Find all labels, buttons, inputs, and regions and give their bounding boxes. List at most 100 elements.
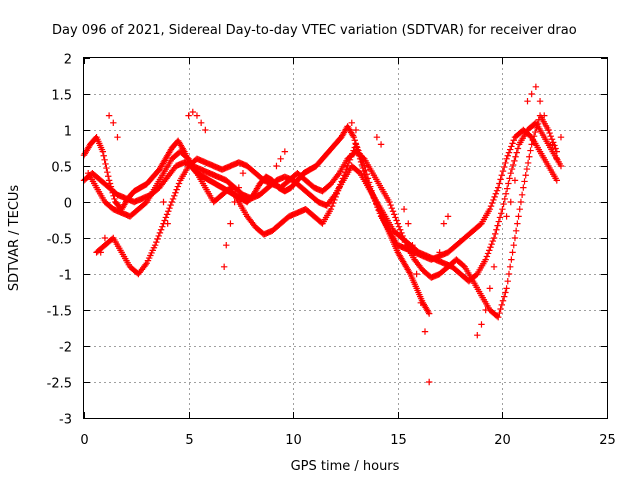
data-point-track-1 (111, 195, 118, 203)
data-point-excursions (160, 198, 167, 206)
data-point-track-4 (365, 179, 373, 186)
data-point-track-3 (388, 204, 396, 212)
data-point-track-3 (504, 278, 511, 285)
data-point-track-3 (547, 132, 555, 140)
data-point-excursions (490, 263, 498, 270)
data-point-track-3 (511, 234, 519, 242)
data-point-track-4 (553, 177, 560, 184)
data-point-track-2 (483, 253, 491, 260)
y-tick-label: -2.5 (47, 377, 72, 392)
data-point-excursions (164, 220, 171, 227)
data-point-track-2 (501, 195, 508, 203)
data-point-track-3 (500, 293, 508, 300)
data-point-track-3 (553, 148, 560, 155)
data-point-track-4 (491, 193, 498, 201)
data-point-excursions (273, 162, 280, 170)
data-point-excursions (486, 285, 494, 292)
data-point-excursions (440, 220, 448, 227)
data-point-track-2 (502, 190, 510, 197)
data-point-excursions (97, 249, 104, 256)
data-point-track-4 (342, 168, 349, 176)
data-point-track-4 (343, 165, 350, 173)
data-point-track-3 (161, 217, 168, 224)
x-tick-label: 25 (599, 433, 616, 448)
data-point-track-4 (346, 156, 354, 164)
data-point-track-2 (488, 240, 495, 248)
data-point-track-3 (171, 192, 178, 200)
x-tick-label: 0 (80, 433, 88, 448)
data-point-excursions (277, 155, 284, 162)
data-point-track-3 (552, 145, 559, 152)
data-point-track-1 (100, 152, 107, 159)
data-point-track-3 (387, 201, 394, 209)
data-point-track-2 (498, 210, 505, 217)
data-point-excursions (227, 220, 234, 227)
data-point-track-4 (370, 194, 378, 202)
data-point-track-4 (352, 141, 360, 148)
data-point-track-3 (386, 198, 393, 206)
data-point-track-3 (393, 217, 400, 224)
data-point-track-4 (495, 184, 502, 191)
y-tick-label: 2 (64, 53, 72, 68)
data-point-excursions (405, 220, 412, 227)
data-point-track-4 (506, 146, 514, 153)
data-point-track-2 (489, 237, 497, 245)
data-point-track-3 (155, 232, 162, 240)
data-point-track-4 (353, 144, 361, 151)
data-point-track-2 (513, 149, 520, 156)
data-point-excursions (557, 134, 565, 141)
data-point-track-4 (368, 187, 375, 194)
data-point-track-4 (509, 140, 516, 147)
data-point-track-4 (367, 183, 374, 190)
data-point-track-4 (373, 200, 380, 208)
data-point-track-3 (496, 309, 503, 317)
data-point-track-3 (497, 305, 504, 313)
data-point-track-4 (328, 202, 336, 210)
data-point-track-4 (333, 190, 341, 197)
data-point-track-3 (520, 184, 527, 191)
data-point-track-4 (502, 159, 509, 167)
data-point-track-3 (159, 223, 166, 230)
data-point-track-3 (524, 159, 532, 167)
data-point-track-1 (99, 148, 107, 155)
data-point-track-3 (401, 238, 409, 246)
data-point-track-2 (557, 162, 565, 170)
data-point-track-4 (486, 206, 494, 213)
data-point-track-3 (395, 223, 403, 230)
chart-title: Day 096 of 2021, Sidereal Day-to-day VTE… (52, 23, 577, 38)
data-point-track-4 (332, 193, 339, 201)
data-point-track-4 (347, 153, 355, 160)
data-point-excursions (417, 299, 425, 306)
y-tick-label: -2 (59, 341, 72, 356)
data-point-track-3 (518, 191, 526, 198)
data-point-track-4 (364, 175, 372, 182)
data-point-track-1 (351, 137, 358, 144)
x-axis-label: GPS time / hours (291, 459, 400, 474)
data-point-track-3 (396, 226, 404, 233)
data-point-excursions (156, 184, 163, 191)
data-point-excursions (421, 328, 429, 335)
data-point-track-2 (495, 218, 503, 225)
data-point-track-3 (533, 124, 540, 132)
data-point-track-2 (482, 256, 489, 263)
data-point-track-3 (546, 129, 553, 137)
data-point-track-2 (507, 170, 514, 177)
data-point-track-4 (327, 206, 335, 213)
data-point-track-2 (499, 206, 506, 213)
data-point-excursions (231, 198, 238, 206)
data-point-track-4 (339, 175, 347, 182)
data-point-track-3 (514, 220, 521, 227)
data-point-track-4 (487, 202, 495, 210)
y-tick-label: -1.5 (47, 305, 72, 320)
data-point-excursions (444, 213, 452, 220)
data-point-track-3 (495, 314, 502, 321)
data-point-track-3 (526, 153, 533, 160)
axis-ticks (84, 58, 608, 419)
data-point-excursions (409, 242, 416, 249)
data-point-track-4 (336, 184, 343, 191)
data-point-excursions (511, 177, 519, 184)
data-point-track-2 (492, 230, 499, 238)
y-tick-label: -0.5 (47, 233, 72, 248)
data-point-track-4 (355, 147, 362, 154)
y-tick-label: 0 (64, 197, 72, 212)
